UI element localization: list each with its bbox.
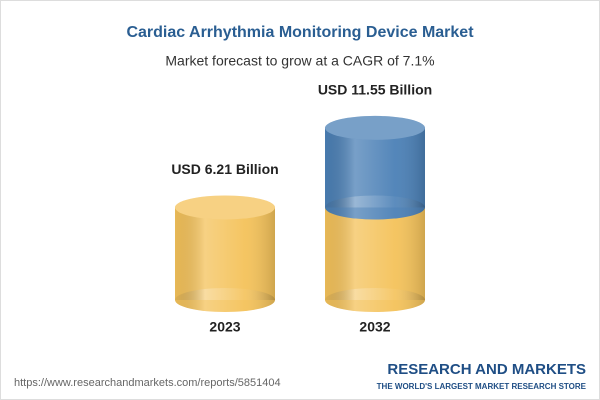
tagline: THE WORLD'S LARGEST MARKET RESEARCH STOR… (377, 382, 587, 391)
value-label: USD 11.55 Billion (318, 82, 432, 98)
chart-subtitle: Market forecast to grow at a CAGR of 7.1… (165, 53, 434, 69)
cylinder-shade (325, 207, 425, 300)
cylinder-bar (175, 195, 275, 312)
source-url: https://www.researchandmarkets.com/repor… (14, 377, 281, 389)
cylinder-top (175, 195, 275, 220)
cylinder-bar (325, 115, 425, 312)
cylinder-shade (175, 207, 275, 300)
category-label: 2032 (359, 319, 390, 335)
cylinder-top-highlight (325, 115, 425, 140)
cylinder-base-shade (175, 288, 275, 312)
value-label: USD 6.21 Billion (171, 161, 278, 177)
brand: RESEARCH AND MARKETS (387, 361, 586, 378)
cylinder-base-shade (325, 288, 425, 312)
category-label: 2023 (209, 319, 240, 335)
cylinder-top-highlight (175, 195, 275, 220)
cylinder-top (325, 115, 425, 140)
cylinder-base-shade (325, 195, 425, 220)
cylinder-shade (325, 127, 425, 208)
chart-title: Cardiac Arrhythmia Monitoring Device Mar… (126, 24, 474, 41)
